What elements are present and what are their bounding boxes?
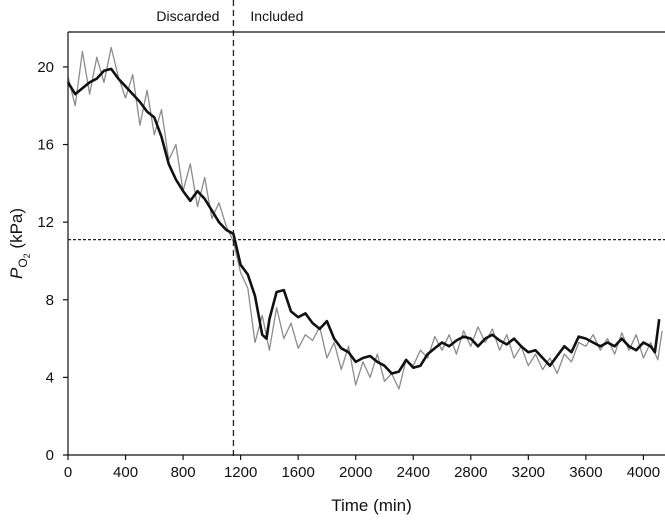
y-axis-title: PO2 (kPa) xyxy=(7,208,32,279)
region-label-included: Included xyxy=(250,8,303,24)
y-tick-label: 20 xyxy=(37,59,54,76)
x-tick-label: 3600 xyxy=(569,464,602,481)
x-tick-label: 1600 xyxy=(281,464,314,481)
x-tick-label: 0 xyxy=(64,464,72,481)
x-axis-title: Time (min) xyxy=(331,496,412,515)
y-tick-label: 4 xyxy=(46,369,54,386)
y-axis-title-sub: O xyxy=(16,258,30,267)
x-tick-label: 1200 xyxy=(224,464,257,481)
y-tick-label: 12 xyxy=(37,214,54,231)
y-axis-title-subsub: 2 xyxy=(22,253,32,258)
series-line-smoothed xyxy=(66,67,661,375)
x-tick-label: 2800 xyxy=(454,464,487,481)
y-tick-label: 16 xyxy=(37,137,54,154)
x-tick-label: 2000 xyxy=(339,464,372,481)
y-axis-title-main: P xyxy=(7,267,26,279)
axes: 0 400 800 1200 1600 2000 2400 2800 3200 3600 4000 0… xyxy=(37,31,665,481)
y-axis-title-unit: (kPa) xyxy=(7,208,26,253)
plot-area xyxy=(66,0,665,458)
y-axis-title-text: PO2 (kPa) xyxy=(7,208,32,279)
series-line-raw xyxy=(67,46,663,390)
y-tick-label: 0 xyxy=(46,447,54,464)
x-tick-label: 4000 xyxy=(627,464,660,481)
y-tick-label: 8 xyxy=(46,292,54,309)
region-label-discarded: Discarded xyxy=(156,8,219,24)
x-tick-label: 400 xyxy=(113,464,138,481)
x-tick-label: 3200 xyxy=(512,464,545,481)
x-tick-label: 800 xyxy=(171,464,196,481)
x-tick-label: 2400 xyxy=(397,464,430,481)
